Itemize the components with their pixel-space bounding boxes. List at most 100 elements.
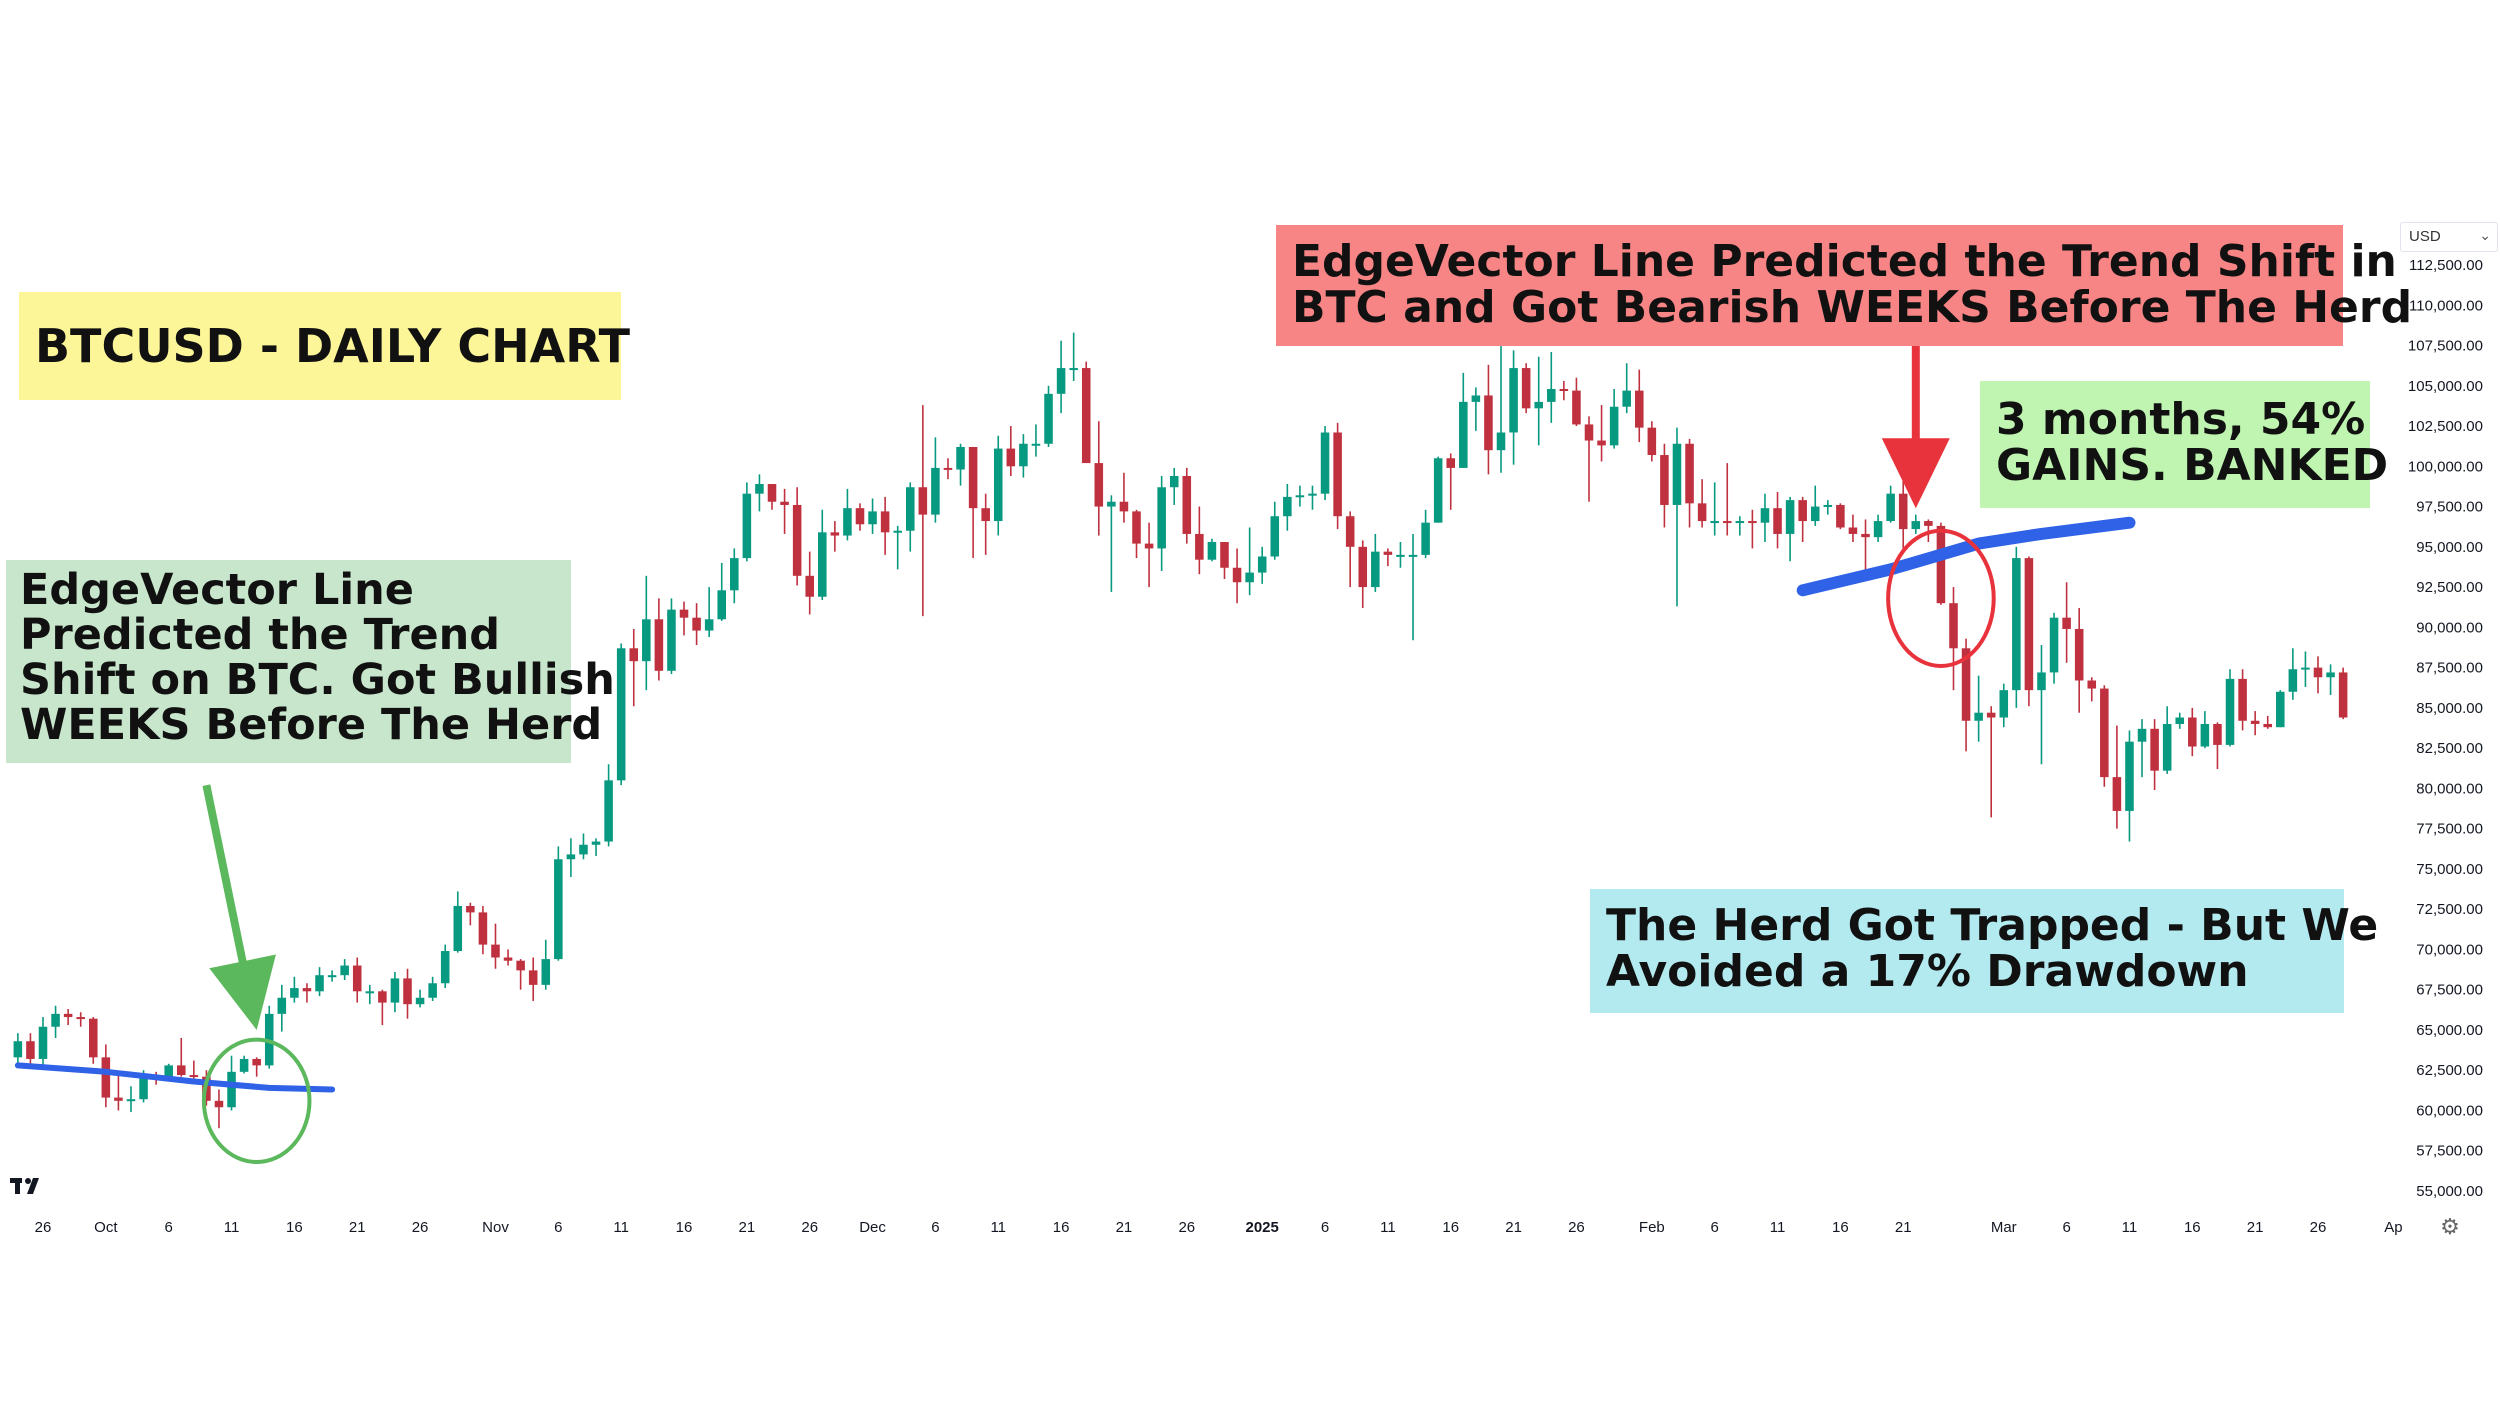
- candle-body: [717, 590, 727, 620]
- time-tick-label: 16: [1442, 1219, 1459, 1236]
- candle-body: [2200, 723, 2210, 747]
- price-tick-label: 77,500.00: [2416, 821, 2483, 838]
- price-tick-label: 107,500.00: [2408, 338, 2483, 355]
- candle: [905, 482, 915, 552]
- time-tick-label: 2025: [1246, 1219, 1279, 1236]
- candle: [453, 891, 463, 953]
- candle: [1459, 372, 1468, 468]
- candle-body: [114, 1097, 123, 1101]
- candle: [264, 1005, 274, 1069]
- price-axis: 55,000.00 57,500.00 60,000.00 62,500.00 65,0…: [2408, 257, 2483, 1200]
- candle-body: [1144, 543, 1154, 549]
- candle: [1597, 405, 1606, 462]
- bearish-annotation: EdgeVector Line Predicted the Trend Shif…: [1276, 225, 2412, 346]
- candle-body: [679, 609, 689, 618]
- candle: [893, 525, 902, 570]
- candle-body: [1333, 432, 1342, 517]
- candle: [1547, 351, 1556, 423]
- candle: [1785, 496, 1795, 562]
- candle: [390, 971, 400, 1013]
- currency-selector[interactable]: USD ⌄: [2400, 222, 2498, 252]
- candle: [1408, 533, 1418, 641]
- candle-body: [1609, 406, 1619, 446]
- candle: [730, 548, 739, 604]
- red-circle-marker: [1886, 528, 1996, 668]
- candle: [1647, 421, 1657, 462]
- candle-body: [843, 508, 852, 536]
- candle-body: [780, 501, 789, 505]
- candle: [2112, 725, 2122, 829]
- candle: [2238, 669, 2247, 731]
- candle-body: [667, 609, 676, 671]
- candle-body: [89, 1018, 98, 1058]
- candle: [1371, 533, 1380, 592]
- candle-body: [1345, 516, 1355, 547]
- candle-body: [1710, 521, 1719, 524]
- candle: [667, 598, 676, 675]
- candle: [654, 598, 664, 681]
- price-tick-label: 110,000.00: [2409, 297, 2483, 314]
- candle-body: [2238, 678, 2247, 721]
- candle: [1848, 514, 1858, 542]
- candle: [1019, 434, 1028, 478]
- candle: [1295, 485, 1305, 507]
- time-tick-label: 11: [224, 1219, 240, 1236]
- candle: [880, 496, 890, 555]
- candle: [855, 503, 865, 531]
- candle-body: [503, 957, 513, 961]
- candle: [1760, 493, 1770, 542]
- candle: [1748, 509, 1757, 549]
- candle-body: [390, 978, 400, 1003]
- price-tick-label: 82,500.00: [2416, 740, 2483, 757]
- candle-body: [2250, 720, 2260, 724]
- candle: [352, 957, 362, 1003]
- candle-body: [1383, 551, 1393, 555]
- candle: [2188, 707, 2197, 757]
- candle-body: [579, 844, 588, 855]
- annotation-line: EdgeVector Line Predicted the Trend Shif…: [1292, 236, 2397, 287]
- price-tick-label: 80,000.00: [2416, 780, 2483, 797]
- candle-body: [2313, 667, 2323, 678]
- candle: [1974, 675, 1983, 742]
- candle: [1169, 467, 1179, 505]
- candle-body: [491, 944, 500, 958]
- candle-body: [1647, 427, 1657, 456]
- candle: [214, 1089, 224, 1129]
- candle-body: [1949, 603, 1958, 649]
- price-tick-label: 87,500.00: [2416, 660, 2483, 677]
- candle-body: [1735, 521, 1745, 524]
- candle: [1584, 416, 1594, 502]
- candle-body: [2188, 717, 2197, 747]
- candle: [2074, 608, 2084, 713]
- candle: [290, 976, 299, 1003]
- candle-body: [1785, 500, 1795, 534]
- time-tick-label: 26: [412, 1219, 429, 1236]
- candle: [1534, 356, 1543, 446]
- candle-body: [1270, 516, 1280, 557]
- candle: [1622, 363, 1631, 414]
- candle-body: [1810, 506, 1820, 522]
- candle: [1697, 479, 1707, 528]
- candle-body: [2125, 741, 2134, 811]
- green-circle-marker: [201, 1037, 312, 1165]
- candle: [1446, 453, 1456, 510]
- candle: [755, 474, 764, 512]
- candle-body: [1547, 389, 1556, 402]
- time-tick-label: 16: [1832, 1219, 1849, 1236]
- candle-body: [2326, 672, 2335, 678]
- annotation-line: BTCUSD - DAILY CHART: [35, 319, 630, 373]
- annotation-line: EdgeVector Line: [20, 565, 414, 615]
- candle-body: [818, 532, 827, 597]
- candle-body: [855, 508, 865, 525]
- candle-body: [63, 1013, 73, 1018]
- annotation-line: The Herd Got Trapped - But We: [1606, 900, 2379, 951]
- candle: [629, 628, 639, 707]
- candle: [616, 643, 626, 786]
- candle-body: [126, 1099, 136, 1102]
- gear-icon[interactable]: ⚙: [2440, 1214, 2460, 1239]
- candle-body: [1283, 496, 1292, 517]
- candle: [692, 603, 701, 646]
- candle-body: [1320, 432, 1330, 494]
- candle: [943, 458, 953, 480]
- candle: [1722, 463, 1732, 536]
